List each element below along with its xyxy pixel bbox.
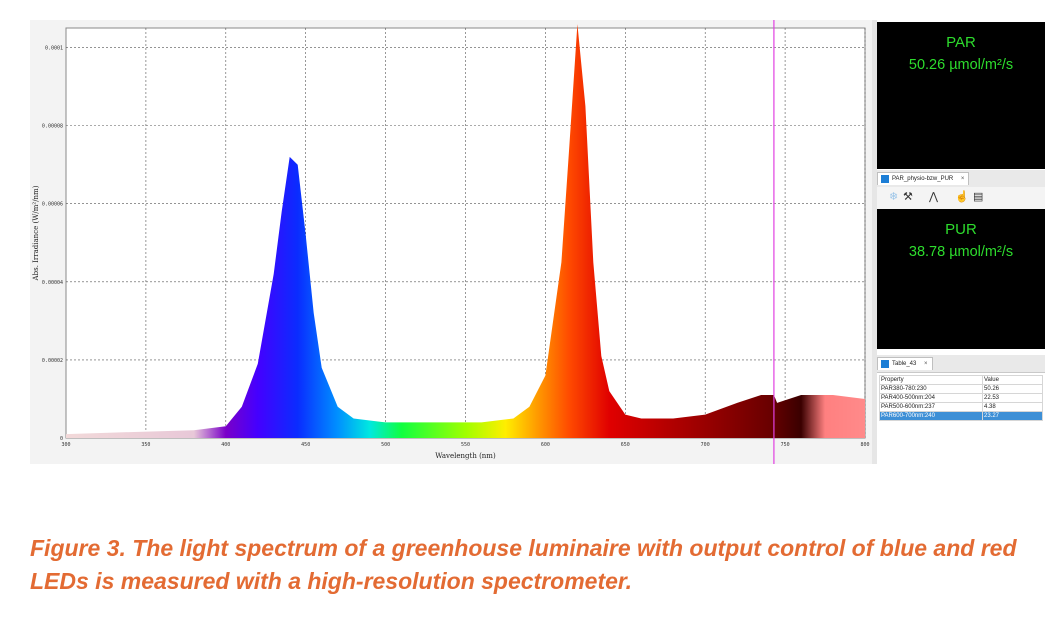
- pur-value: 38.78 µmol/m²/s: [908, 244, 1014, 260]
- cell-property[interactable]: PAR380-780:230: [879, 384, 983, 394]
- chart-icon[interactable]: ▤: [973, 191, 984, 203]
- par-title: PAR: [946, 34, 976, 51]
- table-tab-icon: [881, 360, 889, 368]
- pur-panel: PUR 38.78 µmol/m²/s: [877, 209, 1045, 349]
- x-tick-label: 500: [381, 442, 390, 448]
- cell-property[interactable]: PAR500-600nm:237: [879, 402, 983, 412]
- table-row-selected[interactable]: PAR600-700nm:240 23.27: [879, 411, 1043, 421]
- tab-table-close[interactable]: ×: [924, 361, 928, 367]
- y-tick-label: 0.00002: [42, 358, 63, 364]
- hand-icon[interactable]: ☝: [955, 191, 969, 203]
- tab-pur-label: PAR_physio-bzw_PUR: [892, 176, 954, 182]
- cell-property[interactable]: PAR600-700nm:240: [879, 411, 983, 421]
- panel-splitter[interactable]: [872, 20, 877, 464]
- spectrum-chart: 300 350 400 450 500 550 600 650 700 750 800 0 0.0000…: [30, 20, 872, 464]
- pur-tabbar: PAR_physio-bzw_PUR ×: [877, 170, 1045, 188]
- table-row[interactable]: PAR380-780:230 50.26: [879, 384, 1043, 394]
- wrench-icon[interactable]: ⚒: [903, 191, 913, 203]
- tab-pur[interactable]: PAR_physio-bzw_PUR ×: [877, 172, 970, 185]
- y-tick-label: 0: [60, 436, 63, 442]
- table-header-row: Property Value: [879, 375, 1043, 385]
- x-tick-label: 800: [860, 442, 869, 448]
- x-tick-label: 750: [781, 442, 790, 448]
- tab-table[interactable]: Table_43 ×: [877, 357, 933, 370]
- cell-property[interactable]: PAR400-500nm:204: [879, 393, 983, 403]
- y-tick-label: 0.00006: [42, 202, 63, 208]
- chart-tab-icon: [881, 175, 889, 183]
- cell-value[interactable]: 4.38: [982, 402, 1043, 412]
- pur-title: PUR: [945, 221, 977, 238]
- pur-toolbar: ❄ ⚒ ⋀ ☝ ▤: [877, 187, 1045, 209]
- table-row[interactable]: PAR500-600nm:237 4.38: [879, 402, 1043, 412]
- x-tick-label: 400: [221, 442, 230, 448]
- figure-caption: Figure 3. The light spectrum of a greenh…: [30, 535, 1017, 594]
- spectrum-plot: 300 350 400 450 500 550 600 650 700 750 800 0 0.0000…: [32, 20, 870, 464]
- cell-value[interactable]: 23.27: [982, 411, 1043, 421]
- par-panel: PAR 50.26 µmol/m²/s: [877, 22, 1045, 169]
- x-axis-title: Wavelength (nm): [435, 452, 496, 460]
- y-axis-title: Abs. Irradiance (W/m²/nm): [32, 185, 40, 281]
- par-value: 50.26 µmol/m²/s: [908, 57, 1014, 73]
- tab-table-label: Table_43: [892, 361, 917, 367]
- x-tick-label: 600: [541, 442, 550, 448]
- x-tick-label: 650: [621, 442, 630, 448]
- spectrum-icon[interactable]: ⋀: [929, 191, 939, 203]
- x-tick-label: 550: [461, 442, 470, 448]
- x-tick-label: 700: [701, 442, 710, 448]
- snowflake-icon[interactable]: ❄: [889, 191, 899, 203]
- column-header-value[interactable]: Value: [982, 375, 1043, 385]
- tab-pur-close[interactable]: ×: [960, 176, 965, 182]
- table-row[interactable]: PAR400-500nm:204 22.53: [879, 393, 1043, 403]
- y-tick-label: 0.00004: [42, 280, 63, 286]
- cell-value[interactable]: 22.53: [982, 393, 1043, 403]
- column-header-property[interactable]: Property: [879, 375, 983, 385]
- y-tick-label: 0.00008: [42, 124, 63, 130]
- x-tick-label: 450: [301, 442, 310, 448]
- x-tick-label: 300: [61, 442, 70, 448]
- spectrum-area: [66, 24, 865, 438]
- x-tick-label: 350: [141, 442, 150, 448]
- table-panel: Table_43 × Property Value PAR380-780:230…: [877, 355, 1045, 464]
- property-table: Property Value PAR380-780:230 50.26 PAR4…: [879, 375, 1043, 421]
- table-tabbar: Table_43 ×: [877, 355, 1045, 373]
- cell-value[interactable]: 50.26: [982, 384, 1043, 394]
- y-tick-label: 0.0001: [45, 46, 63, 52]
